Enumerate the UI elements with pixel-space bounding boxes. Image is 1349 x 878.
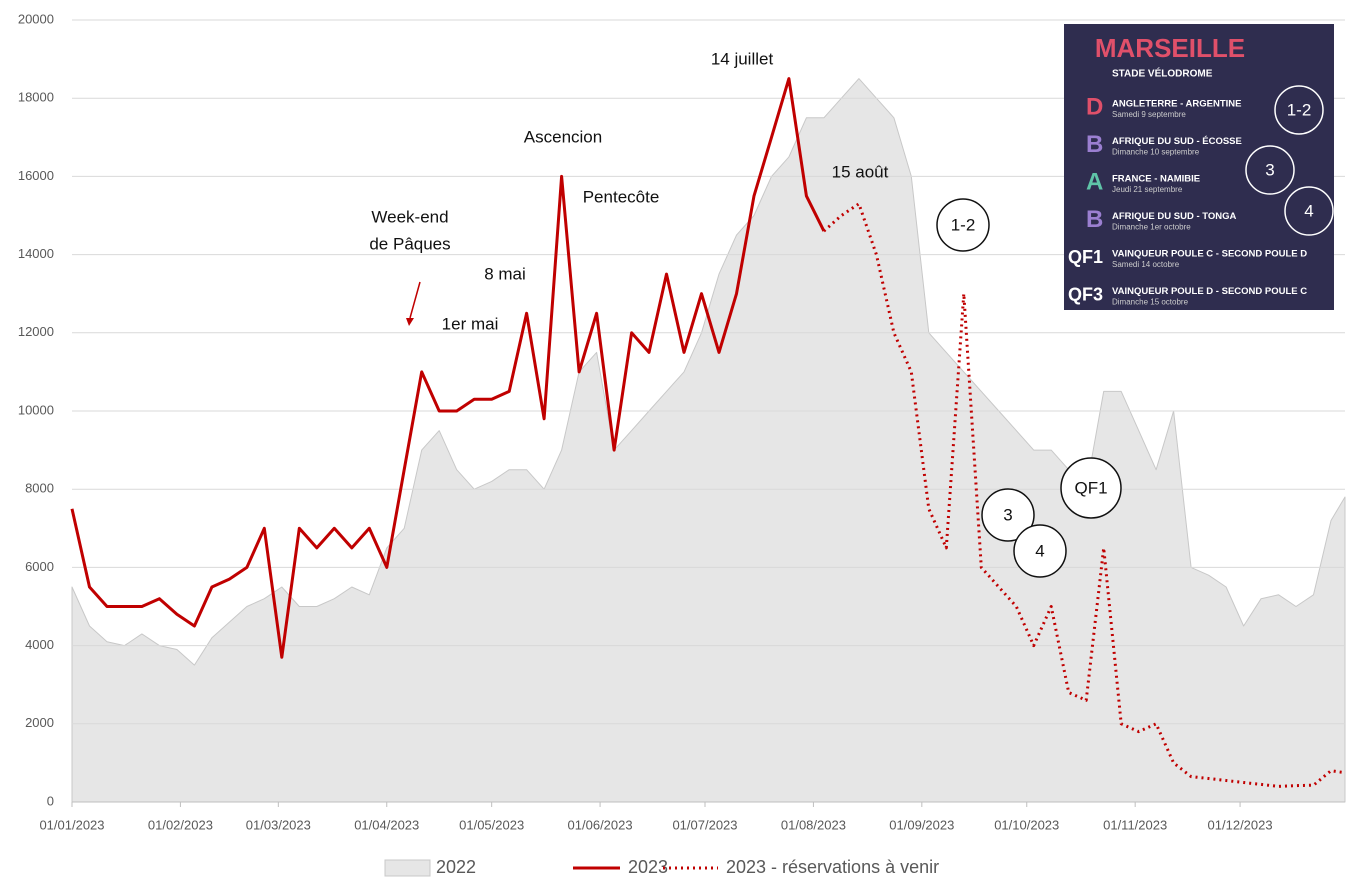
event-label: 3 (1003, 505, 1012, 524)
inset-circle-label: 3 (1265, 160, 1274, 179)
inset-date: Dimanche 10 septembre (1112, 148, 1200, 157)
event-circle (1013, 524, 1067, 578)
line (822, 202, 1346, 788)
y-tick-label: 8000 (25, 481, 54, 496)
annotation: Ascencion (524, 127, 602, 146)
event-circle (936, 198, 990, 252)
annotation: Week-end (371, 207, 448, 226)
arrow-head (406, 318, 414, 326)
inset-teams: VAINQUEUR POULE C - SECOND POULE D (1112, 249, 1307, 260)
x-tick-label: 01/09/2023 (889, 817, 954, 832)
inset-teams: AFRIQUE DU SUD - TONGA (1112, 211, 1237, 222)
annotation: 8 mai (484, 264, 526, 283)
inset-city: MARSEILLE (1095, 33, 1245, 63)
arrow (409, 281, 421, 319)
inset-teams: FRANCE - NAMIBIE (1112, 174, 1200, 185)
inset-circle (1245, 145, 1295, 195)
inset-circle-label: 1-2 (1287, 100, 1312, 119)
x-tick-label: 01/08/2023 (781, 817, 846, 832)
inset-circle-label: 4 (1304, 201, 1313, 220)
annotation: 14 juillet (711, 49, 774, 68)
x-tick-label: 01/02/2023 (148, 817, 213, 832)
x-tick-label: 01/05/2023 (459, 817, 524, 832)
annotation: 1er mai (442, 314, 499, 333)
annotation: 15 août (832, 162, 889, 181)
annotation: de Pâques (369, 234, 450, 253)
inset-pool: D (1086, 93, 1103, 120)
event-circle (981, 488, 1035, 542)
inset-date: Dimanche 15 octobre (1112, 298, 1189, 307)
inset-date: Dimanche 1er octobre (1112, 223, 1191, 232)
x-tick-label: 01/01/2023 (39, 817, 104, 832)
y-tick-label: 20000 (18, 11, 54, 26)
inset-bg (1064, 24, 1334, 310)
annotation: Pentecôte (583, 187, 660, 206)
event-label: QF1 (1074, 478, 1107, 497)
legend-label: 2023 - réservations à venir (726, 857, 939, 877)
inset-date: Samedi 9 septembre (1112, 110, 1186, 119)
event-label: 4 (1035, 541, 1044, 560)
y-tick-label: 10000 (18, 402, 54, 417)
inset-pool: B (1086, 131, 1103, 158)
inset-pool: QF3 (1068, 284, 1103, 304)
inset-stadium: STADE VÉLODROME (1112, 67, 1213, 80)
inset-pool: B (1086, 206, 1103, 233)
inset-circle (1274, 85, 1324, 135)
y-tick-label: 16000 (18, 168, 54, 183)
inset: MARSEILLE STADE VÉLODROME D ANGLETERRE - AR… (1064, 24, 1334, 310)
x-tick-label: 01/10/2023 (994, 817, 1059, 832)
y-tick-label: 12000 (18, 324, 54, 339)
y-tick-label: 2000 (25, 715, 54, 730)
event-label: 1-2 (951, 215, 976, 234)
inset-pool: QF1 (1068, 247, 1103, 267)
y-tick-label: 4000 (25, 637, 54, 652)
area (71, 78, 1346, 803)
y-tick-label: 0 (47, 793, 54, 808)
x-tick-label: 01/04/2023 (354, 817, 419, 832)
inset-teams: ANGLETERRE - ARGENTINE (1112, 99, 1241, 110)
x-tick-label: 01/06/2023 (568, 817, 633, 832)
x-tick-label: 01/11/2023 (1103, 817, 1167, 832)
inset-circle (1284, 186, 1334, 236)
legend-label: 2023 (628, 857, 668, 877)
inset-date: Samedi 14 octobre (1112, 260, 1180, 269)
y-tick-label: 14000 (18, 246, 54, 261)
y-tick-label: 18000 (18, 90, 54, 105)
line (70, 77, 826, 659)
x-tick-label: 01/03/2023 (246, 817, 311, 832)
legend-swatch (384, 859, 431, 877)
x-tick-label: 01/12/2023 (1208, 817, 1273, 832)
y-tick-label: 6000 (25, 559, 54, 574)
inset-pool: A (1086, 168, 1103, 195)
inset-teams: AFRIQUE DU SUD - ÉCOSSE (1112, 136, 1242, 147)
x-tick-label: 01/07/2023 (672, 817, 737, 832)
legend-label: 2022 (436, 857, 476, 877)
event-circle (1060, 457, 1122, 519)
inset-teams: VAINQUEUR POULE D - SECOND POULE C (1112, 286, 1307, 297)
inset-date: Jeudi 21 septembre (1112, 185, 1183, 194)
